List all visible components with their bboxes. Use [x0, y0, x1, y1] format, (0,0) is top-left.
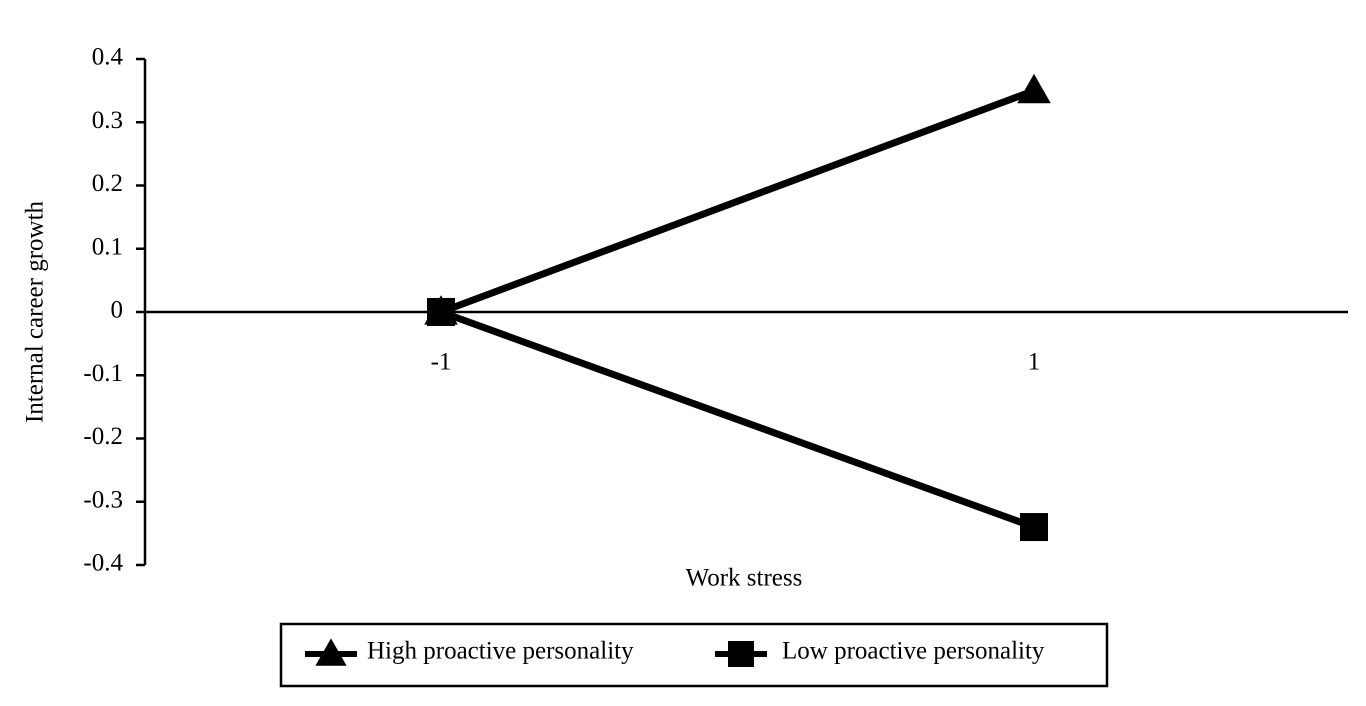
legend-marker [728, 641, 754, 667]
data-line [439, 87, 1036, 316]
y-axis-title: Internal career growth [22, 200, 49, 423]
y-tick-label: -0.3 [83, 486, 123, 513]
y-tick-label: -0.1 [83, 360, 123, 387]
marker [1020, 513, 1048, 542]
legend-label: High proactive personality [367, 638, 634, 665]
legend-label: Low proactive personality [782, 638, 1045, 665]
legend-box [279, 622, 1109, 688]
y-tick-label: 0.2 [92, 170, 123, 197]
marker [427, 298, 455, 326]
legend-marker [315, 638, 347, 666]
y-tick-label: -0.2 [83, 423, 123, 450]
marker [1017, 73, 1051, 104]
y-tick-label: 0 [111, 297, 124, 324]
y-tick-label: 0.4 [92, 44, 124, 71]
y-tick-label: 0.1 [92, 233, 123, 260]
y-tick-label: 0.3 [92, 107, 123, 134]
y-tick-label: -0.4 [83, 550, 123, 577]
x-tick-label: -1 [431, 349, 452, 376]
x-tick-label: 1 [1028, 349, 1041, 376]
x-axis-title: Work stress [686, 565, 803, 592]
data-line [439, 308, 1036, 531]
